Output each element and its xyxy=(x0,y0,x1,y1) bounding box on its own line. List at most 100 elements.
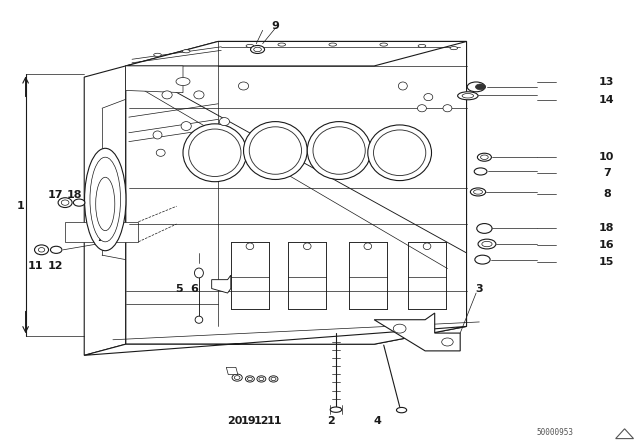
Text: 5: 5 xyxy=(175,284,182,293)
Ellipse shape xyxy=(195,316,203,323)
Ellipse shape xyxy=(394,324,406,333)
Ellipse shape xyxy=(61,200,69,205)
Ellipse shape xyxy=(35,245,49,255)
Ellipse shape xyxy=(474,168,487,175)
Ellipse shape xyxy=(90,157,120,242)
Ellipse shape xyxy=(424,94,433,101)
Text: 11: 11 xyxy=(28,261,43,271)
Text: 4: 4 xyxy=(373,416,381,426)
Ellipse shape xyxy=(307,121,371,180)
Ellipse shape xyxy=(475,255,490,264)
Text: 8: 8 xyxy=(603,189,611,199)
Ellipse shape xyxy=(417,105,426,112)
Text: 11: 11 xyxy=(266,416,282,426)
Polygon shape xyxy=(65,222,138,242)
Ellipse shape xyxy=(51,246,62,254)
Ellipse shape xyxy=(257,376,266,382)
Polygon shape xyxy=(125,42,467,344)
Ellipse shape xyxy=(398,82,407,90)
Ellipse shape xyxy=(239,82,248,90)
Ellipse shape xyxy=(458,92,478,100)
Text: 1: 1 xyxy=(17,201,24,211)
Ellipse shape xyxy=(329,43,337,46)
Ellipse shape xyxy=(74,199,85,206)
Ellipse shape xyxy=(443,105,452,112)
Ellipse shape xyxy=(248,377,252,381)
Ellipse shape xyxy=(183,124,246,182)
Polygon shape xyxy=(84,66,125,355)
Polygon shape xyxy=(212,275,231,293)
Ellipse shape xyxy=(162,91,172,99)
Text: 7: 7 xyxy=(603,168,611,178)
Polygon shape xyxy=(125,42,467,66)
Ellipse shape xyxy=(195,268,204,278)
Text: 18: 18 xyxy=(67,190,83,200)
Ellipse shape xyxy=(481,155,488,159)
Ellipse shape xyxy=(476,84,486,90)
Ellipse shape xyxy=(244,121,307,180)
Ellipse shape xyxy=(423,243,431,250)
Ellipse shape xyxy=(303,243,311,250)
Ellipse shape xyxy=(58,198,72,207)
Ellipse shape xyxy=(462,94,474,98)
Ellipse shape xyxy=(374,130,426,176)
Ellipse shape xyxy=(189,129,241,177)
Ellipse shape xyxy=(470,188,486,196)
Ellipse shape xyxy=(477,153,492,161)
Ellipse shape xyxy=(181,121,191,130)
Text: 12: 12 xyxy=(253,416,269,426)
Text: 13: 13 xyxy=(599,77,614,86)
Text: 20: 20 xyxy=(228,416,243,426)
Text: 15: 15 xyxy=(599,257,614,267)
Text: 16: 16 xyxy=(599,241,614,250)
Ellipse shape xyxy=(84,148,126,251)
Ellipse shape xyxy=(156,149,165,156)
Text: 2: 2 xyxy=(328,416,335,426)
Ellipse shape xyxy=(478,239,496,249)
Text: 7: 7 xyxy=(96,233,104,243)
Ellipse shape xyxy=(313,127,365,174)
Ellipse shape xyxy=(330,407,342,412)
Ellipse shape xyxy=(246,376,254,382)
Polygon shape xyxy=(227,367,238,375)
Ellipse shape xyxy=(96,177,115,231)
Ellipse shape xyxy=(234,375,240,379)
Ellipse shape xyxy=(442,338,453,346)
Text: 17: 17 xyxy=(48,190,63,200)
Ellipse shape xyxy=(259,377,264,381)
Ellipse shape xyxy=(250,45,264,53)
Ellipse shape xyxy=(246,243,253,250)
Text: 6: 6 xyxy=(190,284,198,293)
Text: 3: 3 xyxy=(476,284,483,293)
Ellipse shape xyxy=(232,374,243,381)
Ellipse shape xyxy=(194,91,204,99)
Polygon shape xyxy=(125,66,183,93)
Ellipse shape xyxy=(220,117,230,125)
Ellipse shape xyxy=(467,82,485,92)
Ellipse shape xyxy=(269,376,278,382)
Ellipse shape xyxy=(176,78,190,86)
Ellipse shape xyxy=(246,44,253,47)
Text: 18: 18 xyxy=(599,224,614,233)
Ellipse shape xyxy=(474,190,483,194)
Text: 9: 9 xyxy=(271,21,279,31)
Text: 12: 12 xyxy=(48,261,63,271)
Ellipse shape xyxy=(182,50,190,53)
Polygon shape xyxy=(84,327,467,355)
Text: 14: 14 xyxy=(599,95,614,105)
Ellipse shape xyxy=(278,43,285,46)
Ellipse shape xyxy=(368,125,431,181)
Ellipse shape xyxy=(364,243,372,250)
Ellipse shape xyxy=(249,127,301,174)
Ellipse shape xyxy=(271,377,276,381)
Ellipse shape xyxy=(477,224,492,233)
Ellipse shape xyxy=(153,131,162,139)
Text: 50000953: 50000953 xyxy=(537,428,573,437)
Ellipse shape xyxy=(418,44,426,47)
Ellipse shape xyxy=(154,53,161,56)
Text: 19: 19 xyxy=(241,416,257,426)
Ellipse shape xyxy=(396,407,406,413)
Ellipse shape xyxy=(253,47,261,52)
Ellipse shape xyxy=(482,241,492,247)
Ellipse shape xyxy=(450,47,458,50)
